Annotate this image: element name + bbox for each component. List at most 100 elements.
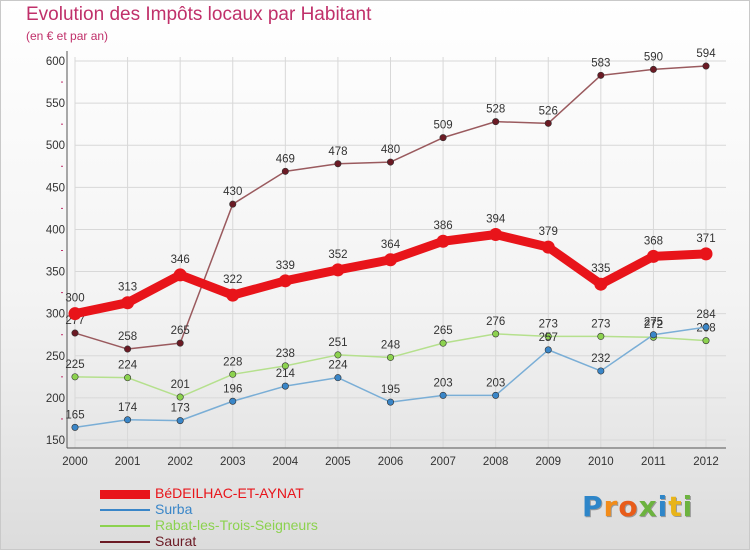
logo-letter: t <box>668 490 683 523</box>
data-label-surba: 214 <box>276 368 296 380</box>
y-tick-label: 400 <box>46 224 65 236</box>
data-label-surba: 284 <box>696 309 716 321</box>
data-label-surba: 224 <box>328 360 348 372</box>
data-point-rabat-les-trois-seigneurs <box>281 362 289 370</box>
data-label-b-deilhac-et-aynat: 339 <box>276 260 295 272</box>
data-label-surba: 174 <box>118 402 138 414</box>
data-point-rabat-les-trois-seigneurs <box>492 330 500 338</box>
data-point-rabat-les-trois-seigneurs <box>702 337 710 345</box>
data-label-b-deilhac-et-aynat: 352 <box>328 249 347 261</box>
data-label-b-deilhac-et-aynat: 394 <box>486 213 506 225</box>
legend-swatch <box>100 489 150 499</box>
data-label-surba: 165 <box>65 409 84 421</box>
data-point-surba <box>439 391 447 399</box>
legend-label: Saurat <box>155 533 197 549</box>
legend-swatch <box>100 525 150 527</box>
legend-swatch <box>100 509 150 511</box>
data-label-surba: 257 <box>539 332 558 344</box>
data-point-surba <box>597 367 605 375</box>
y-tick-label: 250 <box>46 351 65 363</box>
x-tick-label: 2005 <box>325 456 351 468</box>
data-label-saurat: 509 <box>433 120 452 132</box>
x-tick-label: 2010 <box>588 456 614 468</box>
data-label-rabat-les-trois-seigneurs: 238 <box>276 348 295 360</box>
data-point-rabat-les-trois-seigneurs <box>71 373 79 381</box>
data-label-surba: 232 <box>591 353 610 365</box>
data-point-saurat <box>544 119 552 127</box>
data-point-b-deilhac-et-aynat <box>594 277 608 291</box>
data-point-saurat <box>386 158 394 166</box>
y-tick-label: 300 <box>46 309 65 321</box>
data-label-saurat: 590 <box>644 51 663 63</box>
data-point-surba <box>544 346 552 354</box>
data-point-saurat <box>281 167 289 175</box>
legend-item: Rabat-les-Trois-Seigneurs <box>100 517 400 534</box>
logo-letter: i <box>657 490 669 523</box>
data-point-rabat-les-trois-seigneurs <box>597 332 605 340</box>
data-point-surba <box>176 417 184 425</box>
data-label-saurat: 526 <box>539 105 558 117</box>
data-label-saurat: 469 <box>276 153 295 165</box>
data-point-rabat-les-trois-seigneurs <box>439 339 447 347</box>
legend-label: Rabat-les-Trois-Seigneurs <box>155 517 318 533</box>
x-tick-label: 2009 <box>535 456 561 468</box>
data-label-rabat-les-trois-seigneurs: 273 <box>591 318 610 330</box>
y-tick-label: 600 <box>46 56 65 68</box>
line-chart: 150 200 250 300 350 400 450 500 550 600 2000 2001 20… <box>46 48 726 468</box>
data-point-saurat <box>702 62 710 70</box>
data-label-b-deilhac-et-aynat: 313 <box>118 282 137 294</box>
legend-item: Surba <box>100 501 400 518</box>
data-label-surba: 203 <box>433 377 452 389</box>
data-point-surba <box>386 398 394 406</box>
x-tick-label: 2004 <box>273 456 299 468</box>
y-tick-label: 450 <box>46 182 65 194</box>
data-label-saurat: 265 <box>171 325 190 337</box>
data-point-surba <box>492 391 500 399</box>
data-label-saurat: 480 <box>381 144 400 156</box>
data-point-b-deilhac-et-aynat <box>173 268 187 282</box>
data-point-rabat-les-trois-seigneurs <box>334 351 342 359</box>
data-point-b-deilhac-et-aynat <box>384 253 397 267</box>
y-tick-label: 550 <box>46 98 65 110</box>
data-point-rabat-les-trois-seigneurs <box>176 393 184 401</box>
data-point-rabat-les-trois-seigneurs <box>386 353 394 361</box>
data-point-b-deilhac-et-aynat <box>699 247 713 261</box>
data-label-saurat: 478 <box>328 146 347 158</box>
data-label-surba: 203 <box>486 377 505 389</box>
x-tick-label: 2008 <box>483 456 509 468</box>
data-label-rabat-les-trois-seigneurs: 265 <box>433 325 452 337</box>
data-label-surba: 275 <box>644 317 663 329</box>
data-label-b-deilhac-et-aynat: 346 <box>171 254 190 266</box>
data-label-saurat: 528 <box>486 104 505 116</box>
x-tick-label: 2012 <box>693 456 719 468</box>
data-label-b-deilhac-et-aynat: 386 <box>433 220 452 232</box>
data-label-saurat: 430 <box>223 186 242 198</box>
data-label-rabat-les-trois-seigneurs: 248 <box>381 339 400 351</box>
data-label-rabat-les-trois-seigneurs: 251 <box>328 337 347 349</box>
legend-item: BéDEILHAC-ET-AYNAT <box>100 485 400 502</box>
data-label-saurat: 583 <box>591 57 610 69</box>
proxiti-logo: Proxiti <box>582 490 693 523</box>
data-point-surba <box>281 382 289 390</box>
data-label-b-deilhac-et-aynat: 322 <box>223 274 242 286</box>
data-label-saurat: 258 <box>118 331 137 343</box>
data-label-rabat-les-trois-seigneurs: 224 <box>118 360 138 372</box>
data-label-b-deilhac-et-aynat: 364 <box>381 239 401 251</box>
logo-letter: x <box>638 490 658 523</box>
data-point-surba <box>124 416 132 424</box>
data-point-rabat-les-trois-seigneurs <box>229 370 237 378</box>
data-point-saurat <box>439 134 447 142</box>
data-point-saurat <box>71 329 79 337</box>
data-point-surba <box>229 397 237 405</box>
data-label-rabat-les-trois-seigneurs: 276 <box>486 316 505 328</box>
data-label-b-deilhac-et-aynat: 379 <box>539 226 558 238</box>
chart-subtitle: (en € et par an) <box>26 29 109 43</box>
data-point-rabat-les-trois-seigneurs <box>544 332 552 340</box>
data-point-saurat <box>597 71 605 79</box>
data-label-surba: 195 <box>381 384 400 396</box>
data-point-b-deilhac-et-aynat <box>278 274 292 288</box>
data-label-rabat-les-trois-seigneurs: 225 <box>65 359 84 371</box>
logo-letter: o <box>618 490 639 523</box>
data-label-surba: 173 <box>171 403 190 415</box>
legend-item: Saurat <box>100 533 400 550</box>
